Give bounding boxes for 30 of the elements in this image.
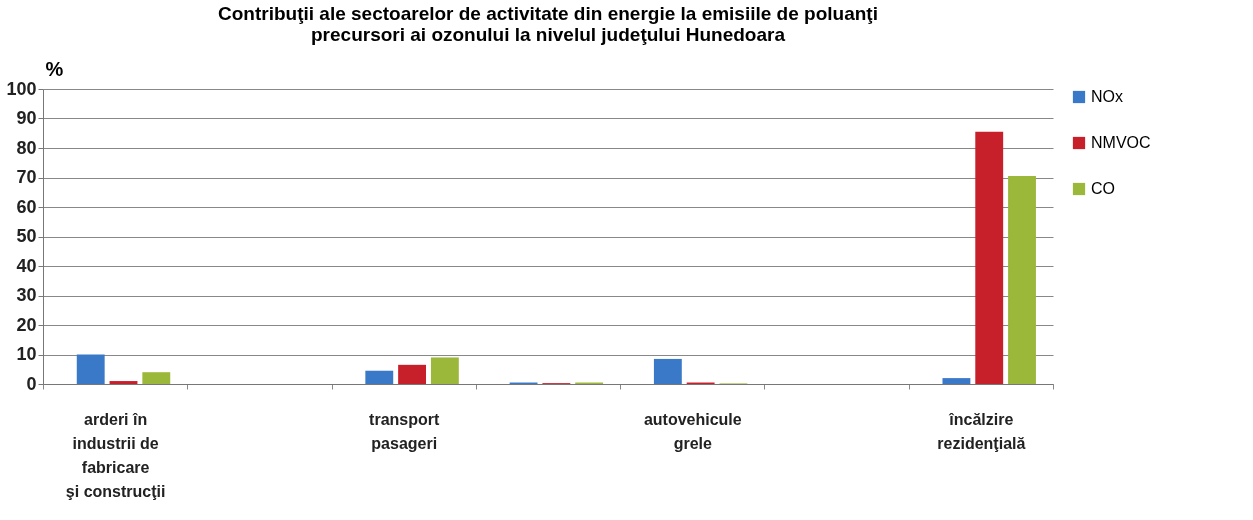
bar — [1008, 176, 1036, 384]
x-tick-label: autovehicule grele — [643, 410, 742, 452]
bar — [365, 370, 394, 384]
y-tick-label: 90 — [16, 108, 37, 128]
legend-label: CO — [1091, 180, 1115, 197]
bar — [975, 131, 1004, 384]
bar — [430, 357, 459, 384]
bar — [142, 372, 171, 384]
legend-label: NOx — [1091, 88, 1123, 105]
chart-title: Contribuţii ale sectoarelor de activitate din energie la emisiile de poluanţi precursori ai ozonului la nivelul judeţului Hunedoara — [218, 3, 878, 45]
y-tick-label: 50 — [16, 226, 37, 246]
x-tick-label: transport pasageri — [369, 410, 440, 452]
y-axis-title: % — [45, 57, 64, 80]
y-tick-label: 30 — [16, 285, 37, 305]
bar — [76, 354, 105, 384]
y-tick-label: 80 — [16, 137, 37, 158]
y-tick-label: 0 — [26, 373, 37, 394]
bar — [398, 364, 427, 384]
y-tick-label: 70 — [16, 167, 37, 187]
y-tick-label: 60 — [16, 196, 37, 217]
x-tick-label: încălzire rezidenţială — [937, 410, 1026, 452]
y-tick-label: 100 — [6, 78, 37, 99]
bar — [942, 378, 971, 384]
legend-label: NMVOC — [1091, 134, 1151, 151]
x-tick-label: arderi în industrii de fabricare şi construcţii — [65, 410, 166, 500]
y-tick-label: 10 — [16, 344, 37, 364]
bar — [653, 358, 682, 384]
y-tick-label: 40 — [16, 255, 37, 276]
bar — [109, 381, 138, 384]
y-tick-label: 20 — [16, 314, 37, 335]
